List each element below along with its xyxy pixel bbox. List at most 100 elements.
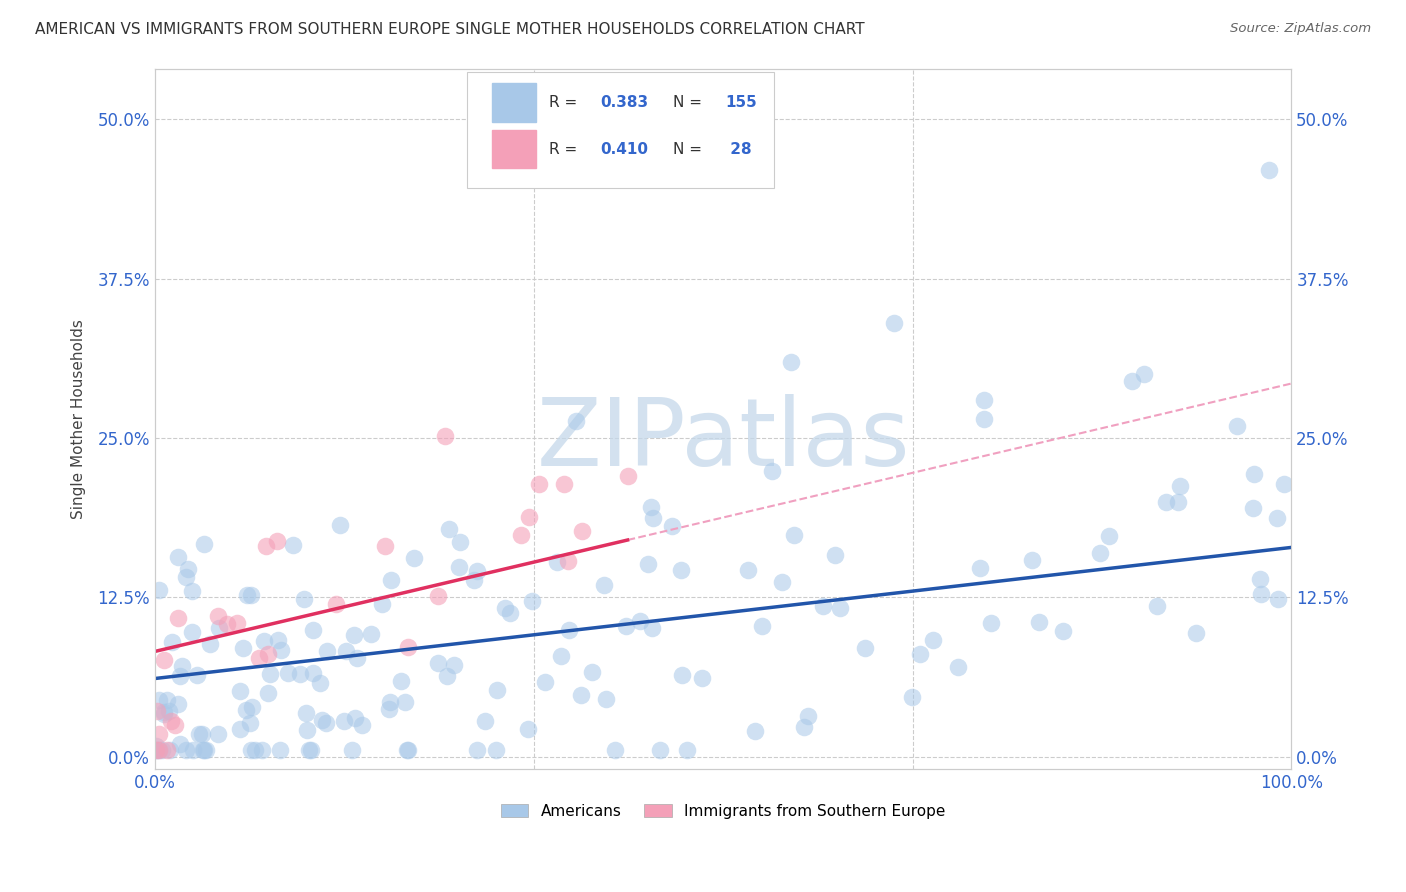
Text: R =: R = xyxy=(550,142,582,157)
Point xyxy=(180,624,202,639)
Point xyxy=(145,743,167,757)
Text: Source: ZipAtlas.com: Source: ZipAtlas.com xyxy=(1230,22,1371,36)
Point xyxy=(527,477,550,491)
Point xyxy=(153,705,176,719)
Point xyxy=(343,628,366,642)
Point xyxy=(236,588,259,602)
Text: R =: R = xyxy=(550,95,582,110)
Point xyxy=(1021,552,1043,566)
Point xyxy=(153,707,176,722)
Point xyxy=(780,354,803,368)
Point xyxy=(156,743,179,757)
Point xyxy=(378,694,401,708)
Point xyxy=(605,743,627,757)
Point xyxy=(692,671,714,685)
Point xyxy=(443,658,465,673)
Point xyxy=(172,658,194,673)
Point xyxy=(207,608,229,623)
Point xyxy=(828,600,851,615)
Point xyxy=(853,641,876,656)
Point xyxy=(315,716,337,731)
Point xyxy=(1272,477,1295,491)
Point xyxy=(671,668,693,682)
FancyBboxPatch shape xyxy=(492,83,536,121)
Point xyxy=(883,317,905,331)
Point xyxy=(485,743,508,757)
Point xyxy=(145,739,167,753)
Point xyxy=(208,621,231,635)
Point xyxy=(266,533,288,548)
Point xyxy=(1168,479,1191,493)
Point xyxy=(1098,529,1121,543)
Point xyxy=(160,634,183,648)
Point xyxy=(346,650,368,665)
Point xyxy=(811,599,834,613)
Point xyxy=(228,722,250,736)
Point xyxy=(254,539,277,553)
Point xyxy=(257,686,280,700)
Point xyxy=(465,564,488,578)
Point xyxy=(447,559,470,574)
Point xyxy=(595,692,617,706)
Point xyxy=(374,539,396,553)
Point xyxy=(557,554,579,568)
FancyBboxPatch shape xyxy=(492,130,536,169)
Point xyxy=(921,632,943,647)
Point xyxy=(1121,374,1143,388)
Point xyxy=(761,464,783,478)
Point xyxy=(167,697,190,711)
Point xyxy=(259,667,281,681)
Point xyxy=(226,615,249,630)
Point xyxy=(281,538,304,552)
Point xyxy=(235,703,257,717)
Point xyxy=(908,647,931,661)
Point xyxy=(298,743,321,757)
Point xyxy=(437,523,460,537)
Point xyxy=(295,706,318,720)
Point xyxy=(1249,573,1271,587)
Point xyxy=(1028,615,1050,630)
Point xyxy=(301,623,323,637)
Point xyxy=(267,633,290,648)
Point xyxy=(153,653,176,667)
Point xyxy=(824,548,846,562)
Point xyxy=(207,727,229,741)
Point xyxy=(270,643,292,657)
Point xyxy=(396,743,419,757)
Point xyxy=(150,743,173,757)
Point xyxy=(156,693,179,707)
Point xyxy=(187,727,209,741)
Point xyxy=(159,714,181,728)
Point xyxy=(1088,545,1111,559)
Point xyxy=(520,594,543,608)
Point xyxy=(325,598,347,612)
Point xyxy=(510,528,533,542)
Point xyxy=(350,718,373,732)
Point xyxy=(614,619,637,633)
Point xyxy=(191,743,214,757)
Point xyxy=(181,743,204,757)
Point xyxy=(547,555,569,569)
Text: AMERICAN VS IMMIGRANTS FROM SOUTHERN EUROPE SINGLE MOTHER HOUSEHOLDS CORRELATION: AMERICAN VS IMMIGRANTS FROM SOUTHERN EUR… xyxy=(35,22,865,37)
Point xyxy=(340,743,363,757)
Point xyxy=(247,651,270,665)
Point xyxy=(1052,624,1074,638)
Point xyxy=(166,550,188,565)
Point xyxy=(1167,494,1189,508)
Point xyxy=(640,500,662,514)
Point xyxy=(377,702,399,716)
Point xyxy=(174,743,197,757)
Point xyxy=(1250,587,1272,601)
Point xyxy=(159,743,181,757)
Point xyxy=(449,534,471,549)
Point xyxy=(311,714,333,728)
Point xyxy=(395,743,418,757)
Point xyxy=(253,634,276,648)
Point xyxy=(641,621,664,635)
Point xyxy=(669,563,692,577)
Point xyxy=(169,669,191,683)
Point xyxy=(148,743,170,757)
Point xyxy=(193,537,215,551)
Point xyxy=(360,627,382,641)
Point xyxy=(181,583,204,598)
